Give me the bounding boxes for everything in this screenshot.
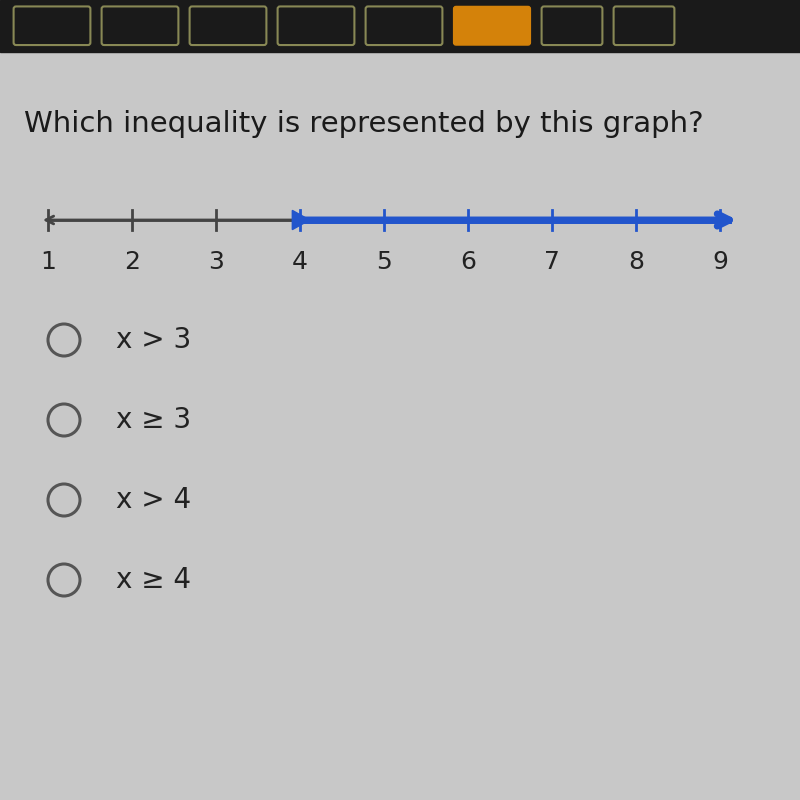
- Text: x ≥ 4: x ≥ 4: [116, 566, 191, 594]
- Text: 9: 9: [712, 250, 728, 274]
- Text: x > 4: x > 4: [116, 486, 191, 514]
- Text: 3: 3: [208, 250, 224, 274]
- Text: Which inequality is represented by this graph?: Which inequality is represented by this …: [24, 110, 704, 138]
- Text: x ≥ 3: x ≥ 3: [116, 406, 191, 434]
- Text: x > 3: x > 3: [116, 326, 191, 354]
- Text: 5: 5: [376, 250, 392, 274]
- Bar: [0, 0, 800, 52]
- Text: 1: 1: [40, 250, 56, 274]
- Text: 4: 4: [292, 250, 308, 274]
- Text: 7: 7: [544, 250, 560, 274]
- Polygon shape: [292, 210, 310, 230]
- Text: 8: 8: [628, 250, 644, 274]
- Text: 6: 6: [460, 250, 476, 274]
- Text: 2: 2: [124, 250, 140, 274]
- FancyBboxPatch shape: [454, 6, 530, 45]
